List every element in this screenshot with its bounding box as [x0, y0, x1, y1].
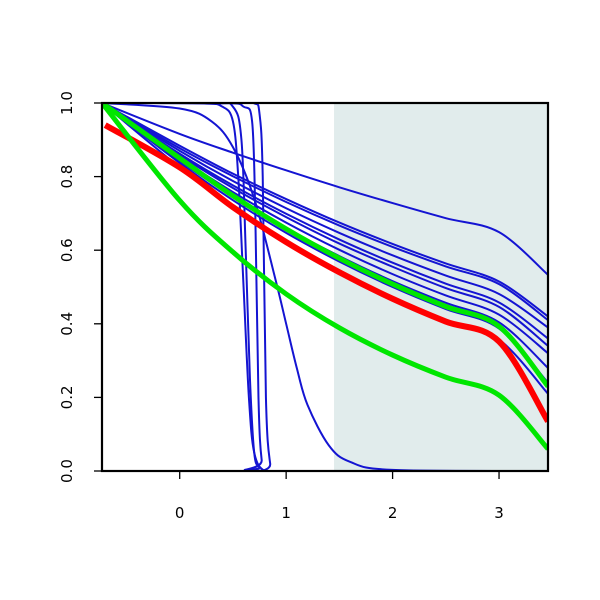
y-axis: 0.0 0.2 0.4 0.6 0.8 1.0: [58, 91, 103, 483]
series-line-blue-3: [102, 103, 548, 321]
series-line-blue-15: [102, 103, 548, 471]
y-tick-label: 1.0: [58, 91, 76, 115]
series-line-blue-1: [102, 103, 548, 276]
y-tick-label: 0.4: [58, 312, 76, 336]
y-tick-label: 0.2: [58, 385, 76, 409]
series-line-blue-5: [102, 103, 548, 340]
x-axis: 0 1 2 3: [175, 470, 504, 522]
x-tick-label: 1: [281, 504, 291, 522]
x-tick-label: 0: [175, 504, 185, 522]
y-tick-label: 0.0: [58, 459, 76, 483]
series-line-blue-4: [102, 103, 548, 329]
series-line-blue-11: [102, 103, 548, 471]
y-tick-label: 0.8: [58, 165, 76, 189]
series-line-green-18: [102, 103, 548, 451]
x-tick-label: 2: [388, 504, 398, 522]
y-tick-label: 0.6: [58, 238, 76, 262]
x-tick-label: 3: [494, 504, 504, 522]
series-line-red-17: [103, 122, 548, 423]
series-line-green-16: [102, 103, 548, 388]
series-line-blue-6: [102, 103, 548, 347]
series-line-blue-2: [102, 103, 548, 318]
